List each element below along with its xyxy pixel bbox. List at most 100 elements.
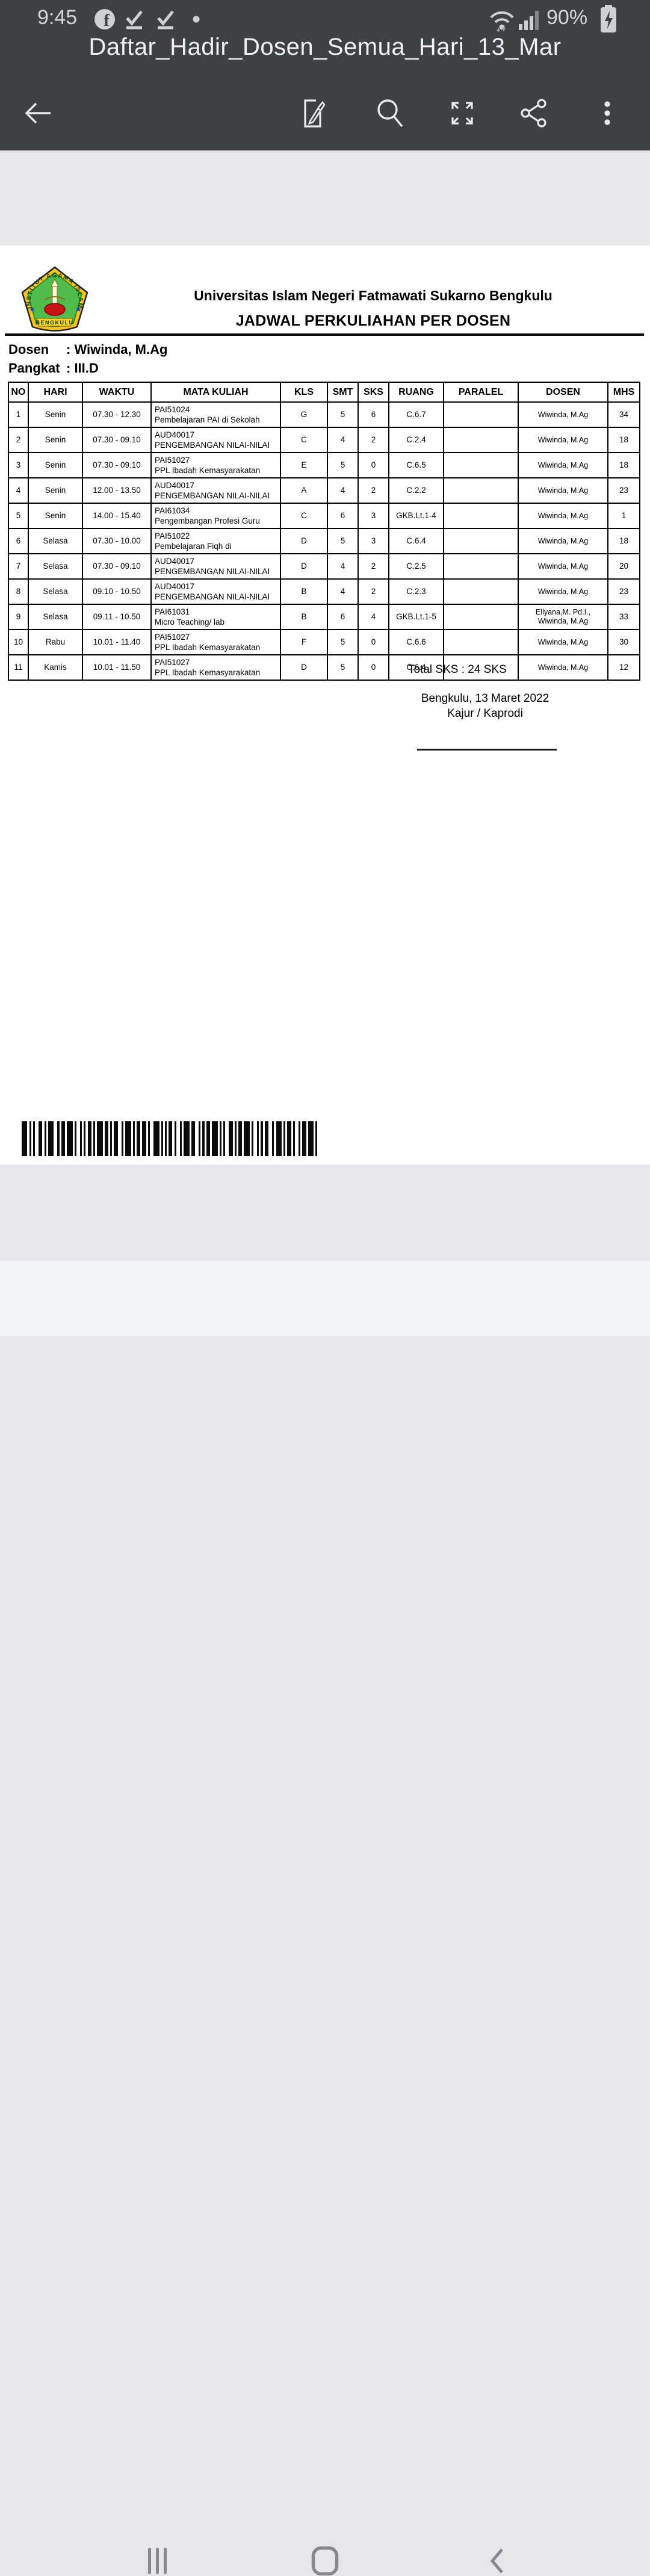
pangkat-value: : III.D: [66, 361, 99, 376]
dosen-line1: Wiwinda, M.Ag: [537, 637, 589, 646]
course-name: PENGEMBANGAN NILAI-NILAI: [155, 592, 270, 601]
cell-waktu: 09.11 - 10.50: [82, 604, 152, 630]
cell-smt: 4: [327, 553, 359, 580]
cell-paralel: [443, 578, 519, 605]
cell-hari: Senin: [28, 401, 83, 428]
recents-icon[interactable]: [148, 2548, 169, 2574]
course-name: PENGEMBANGAN NILAI-NILAI: [155, 491, 270, 500]
cell-dosen: Wiwinda, M.Ag: [518, 528, 608, 554]
cell-no: 6: [8, 528, 29, 554]
dosen-line1: Wiwinda, M.Ag: [537, 663, 589, 672]
cell-sks: 0: [358, 452, 389, 478]
course-name: PPL Ibadah Kemasyarakatan: [155, 643, 261, 652]
table-row: 2 Senin 07.30 - 09.10 AUD40017 PENGEMBAN…: [8, 427, 640, 453]
cell-sks: 2: [358, 578, 389, 605]
cell-smt: 5: [327, 629, 359, 655]
course-code: PAI51027: [155, 456, 190, 465]
dosen-line1: Wiwinda, M.Ag: [537, 562, 589, 571]
cell-waktu: 10.01 - 11.40: [82, 629, 152, 655]
cell-waktu: 07.30 - 10.00: [82, 528, 152, 554]
cell-dosen: Wiwinda, M.Ag: [518, 427, 608, 453]
schedule-table: NO HARI WAKTU MATA KULIAH KLS SMT SKS RU…: [8, 382, 640, 681]
cell-ruang: GKB.Lt.1-5: [388, 604, 444, 630]
cell-hari: Senin: [28, 477, 83, 504]
course-code: PAI51024: [155, 405, 190, 414]
table-header-row: NO HARI WAKTU MATA KULIAH KLS SMT SKS RU…: [8, 382, 640, 403]
cell-paralel: [443, 629, 519, 655]
cell-mhs: 18: [607, 528, 640, 554]
course-name: PPL Ibadah Kemasyarakatan: [155, 668, 261, 677]
cell-dosen: Wiwinda, M.Ag: [518, 553, 608, 580]
cell-dosen: Wiwinda, M.Ag: [518, 654, 608, 681]
cell-waktu: 09.10 - 10.50: [82, 578, 152, 605]
signature-line: [417, 749, 557, 751]
header-divider: [5, 333, 644, 336]
logo-star-icon: ★: [75, 305, 82, 314]
cell-ruang: C.2.2: [388, 477, 444, 504]
back-icon[interactable]: [489, 2547, 505, 2575]
cell-smt: 5: [327, 654, 359, 681]
university-name: Universitas Islam Negeri Fatmawati Sukar…: [194, 288, 552, 303]
download-done-icon: [126, 10, 143, 29]
fullscreen-icon[interactable]: [445, 96, 479, 130]
col-sks: SKS: [358, 382, 389, 403]
document-title: Daftar_Hadir_Dosen_Semua_Hari_13_Mar: [88, 34, 562, 60]
cell-no: 2: [8, 427, 29, 453]
cell-smt: 4: [327, 427, 359, 453]
cell-mata-kuliah: PAI51027 PPL Ibadah Kemasyarakatan: [150, 654, 281, 681]
share-icon[interactable]: [518, 96, 551, 130]
cell-dosen: Wiwinda, M.Ag: [518, 477, 608, 504]
dosen-value: : Wiwinda, M.Ag: [66, 342, 168, 357]
cell-dosen: Wiwinda, M.Ag: [518, 578, 608, 605]
cell-ruang: GKB.Lt.1-4: [388, 503, 444, 529]
cell-waktu: 07.30 - 09.10: [82, 452, 152, 478]
dosen-line1: Wiwinda, M.Ag: [537, 536, 589, 545]
cell-dosen: Wiwinda, M.Ag: [518, 629, 608, 655]
cell-mhs: 23: [607, 477, 640, 504]
cell-kls: C: [280, 503, 328, 529]
cell-mata-kuliah: PAI51024 Pembelajaran PAI di Sekolah: [150, 401, 281, 428]
pangkat-label: Pangkat: [8, 361, 60, 376]
cell-smt: 6: [327, 604, 359, 630]
course-name: PENGEMBANGAN NILAI-NILAI: [155, 567, 270, 576]
cell-mhs: 34: [607, 401, 640, 428]
cell-ruang: C.6.7: [388, 401, 444, 428]
cell-hari: Rabu: [28, 629, 83, 655]
cell-no: 11: [8, 654, 29, 681]
cell-mata-kuliah: PAI51027 PPL Ibadah Kemasyarakatan: [150, 629, 281, 655]
sign-edit-icon[interactable]: [296, 96, 330, 130]
cell-mhs: 18: [607, 427, 640, 453]
dosen-field: Dosen: Wiwinda, M.Ag: [8, 342, 167, 358]
cell-mata-kuliah: AUD40017 PENGEMBANGAN NILAI-NILAI: [150, 427, 281, 453]
cell-no: 5: [8, 503, 29, 529]
status-time: 9:45: [37, 6, 78, 29]
cell-dosen: Wiwinda, M.Ag: [518, 401, 608, 428]
notification-dot-icon: [193, 16, 200, 23]
cell-mata-kuliah: AUD40017 PENGEMBANGAN NILAI-NILAI: [150, 553, 281, 580]
university-logo: INSTITUT AGAMA ISLAM NEGERI ★ ★ BENGKULU: [18, 266, 88, 332]
search-icon[interactable]: [373, 96, 406, 130]
more-options-icon[interactable]: [590, 96, 624, 130]
cell-kls: D: [280, 553, 328, 580]
cell-paralel: [443, 503, 519, 529]
cell-waktu: 07.30 - 09.10: [82, 427, 152, 453]
back-arrow-icon[interactable]: [19, 96, 53, 130]
cell-sks: 2: [358, 477, 389, 504]
cell-kls: B: [280, 604, 328, 630]
course-name: Micro Teaching/ lab: [155, 618, 225, 627]
course-name: PENGEMBANGAN NILAI-NILAI: [155, 441, 270, 450]
cell-hari: Selasa: [28, 578, 83, 605]
cell-kls: E: [280, 452, 328, 478]
course-code: PAI61034: [155, 506, 190, 515]
signature-block: Bengkulu, 13 Maret 2022 Kajur / Kaprodi: [395, 691, 575, 721]
cell-hari: Selasa: [28, 604, 83, 630]
cell-mata-kuliah: PAI51027 PPL Ibadah Kemasyarakatan: [150, 452, 281, 478]
total-sks: Total SKS : 24 SKS: [408, 663, 507, 676]
course-code: AUD40017: [155, 481, 195, 490]
cell-no: 1: [8, 401, 29, 428]
home-icon[interactable]: [311, 2546, 339, 2576]
cell-ruang: C.6.4: [388, 528, 444, 554]
cell-ruang: C.6.4: [388, 654, 444, 681]
cell-mhs: 18: [607, 452, 640, 478]
cell-mata-kuliah: AUD40017 PENGEMBANGAN NILAI-NILAI: [150, 477, 281, 504]
